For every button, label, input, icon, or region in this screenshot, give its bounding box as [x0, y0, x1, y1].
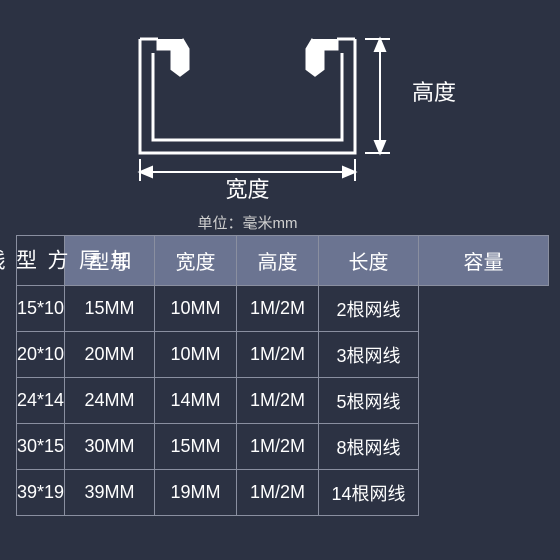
cell: 39*19: [17, 470, 65, 516]
cell: 20*10: [17, 332, 65, 378]
cell: 14MM: [155, 378, 237, 424]
height-label: 高度: [412, 75, 456, 107]
table-row: 39*19 39MM 19MM 1M/2M 14根网线: [17, 470, 549, 516]
cell: 3根网线: [319, 332, 419, 378]
cell: 1M/2M: [237, 470, 319, 516]
col-length: 长度: [319, 236, 419, 286]
cell: 24MM: [65, 378, 155, 424]
table-header-row: 加厚方型线槽 型号 宽度 高度 长度 容量: [17, 236, 549, 286]
side-header: 加厚方型线槽: [17, 236, 65, 286]
cell: 15*10: [17, 286, 65, 332]
cell: 1M/2M: [237, 332, 319, 378]
cell: 39MM: [65, 470, 155, 516]
table-row: 30*15 30MM 15MM 1M/2M 8根网线: [17, 424, 549, 470]
cell: 2根网线: [319, 286, 419, 332]
cell: 1M/2M: [237, 424, 319, 470]
col-capacity: 容量: [419, 236, 549, 286]
table-row: 20*10 20MM 10MM 1M/2M 3根网线: [17, 332, 549, 378]
cell: 30MM: [65, 424, 155, 470]
spec-table: 加厚方型线槽 型号 宽度 高度 长度 容量 15*10 15MM 10MM 1M…: [16, 235, 549, 516]
trunking-cross-section: [130, 25, 405, 185]
table-row: 15*10 15MM 10MM 1M/2M 2根网线: [17, 286, 549, 332]
col-width: 宽度: [155, 236, 237, 286]
unit-label: 单位：毫米mm: [130, 212, 365, 233]
cell: 1M/2M: [237, 378, 319, 424]
cell: 5根网线: [319, 378, 419, 424]
cell: 15MM: [155, 424, 237, 470]
cell: 15MM: [65, 286, 155, 332]
width-label-container: 宽度 单位：毫米mm: [130, 172, 365, 233]
col-height: 高度: [237, 236, 319, 286]
cell: 1M/2M: [237, 286, 319, 332]
cell: 24*14: [17, 378, 65, 424]
cell: 10MM: [155, 332, 237, 378]
cell: 19MM: [155, 470, 237, 516]
cell: 30*15: [17, 424, 65, 470]
table-row: 24*14 24MM 14MM 1M/2M 5根网线: [17, 378, 549, 424]
cell: 14根网线: [319, 470, 419, 516]
cell: 8根网线: [319, 424, 419, 470]
width-label: 宽度: [130, 172, 365, 204]
table-body: 15*10 15MM 10MM 1M/2M 2根网线 20*10 20MM 10…: [17, 286, 549, 516]
cell: 20MM: [65, 332, 155, 378]
diagram-area: 高度 宽度 单位：毫米mm: [0, 0, 560, 235]
cell: 10MM: [155, 286, 237, 332]
spec-table-area: 加厚方型线槽 型号 宽度 高度 长度 容量 15*10 15MM 10MM 1M…: [0, 235, 560, 516]
